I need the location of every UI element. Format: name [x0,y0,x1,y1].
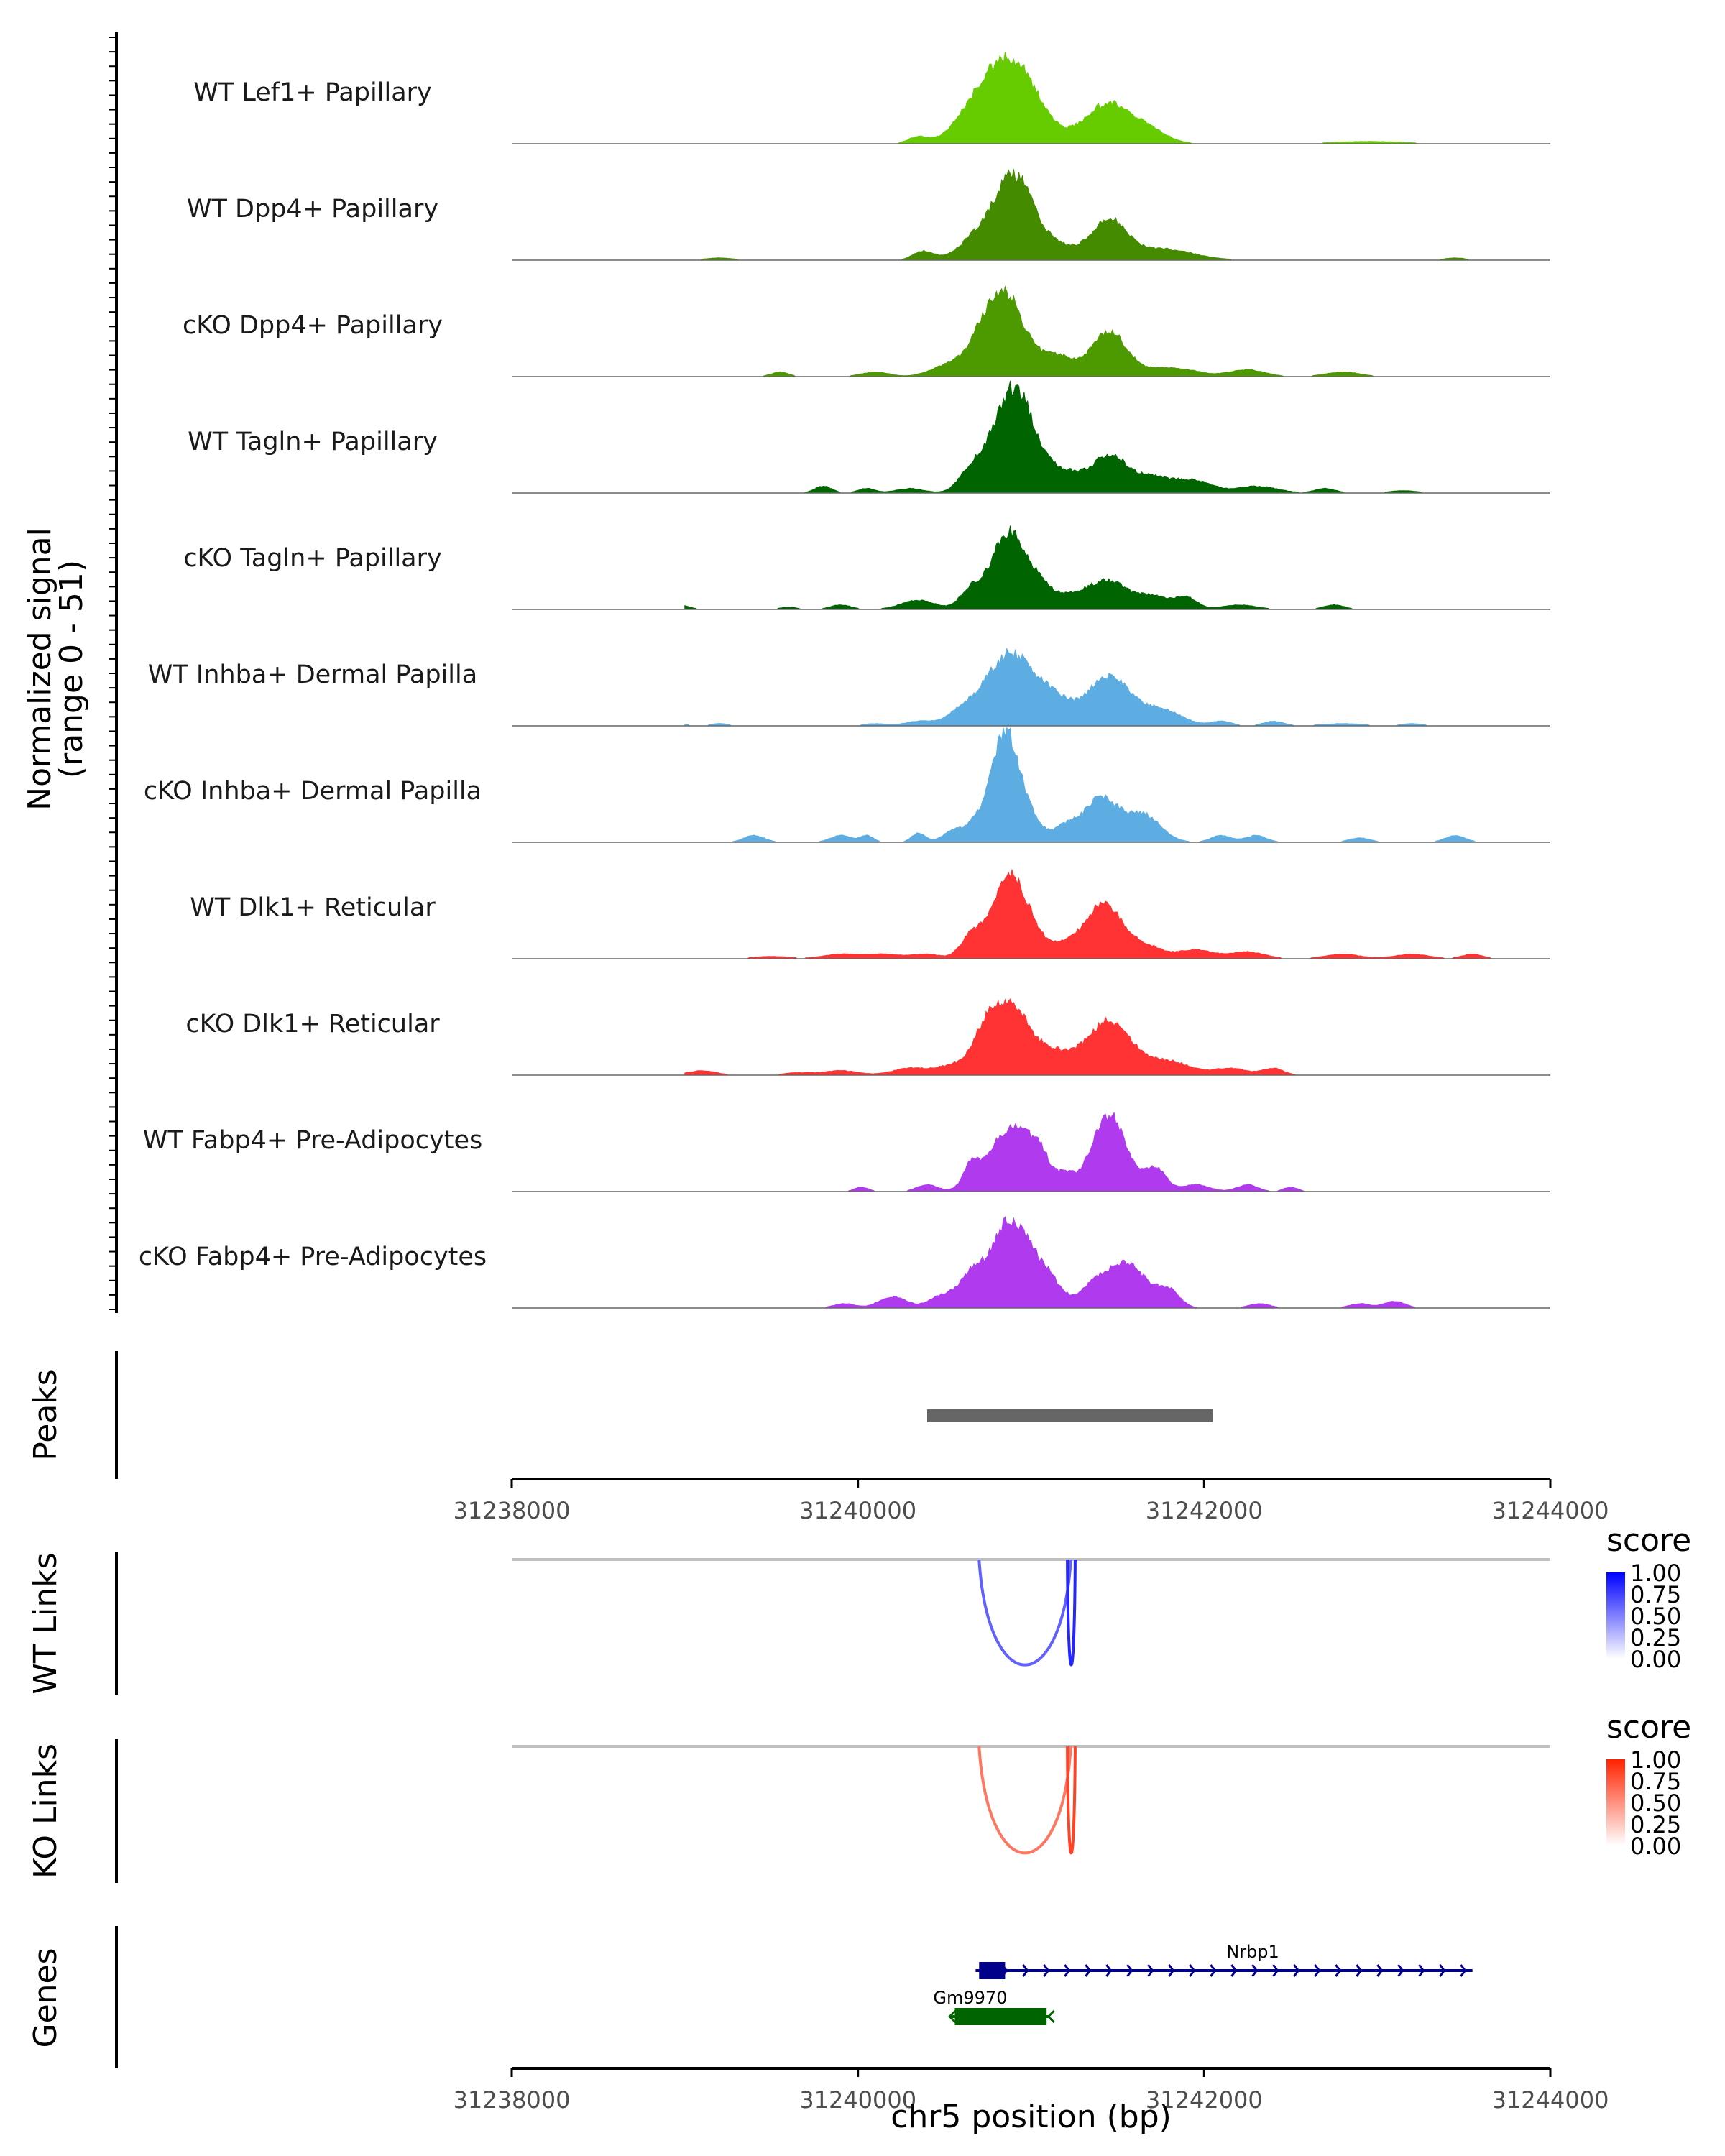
track-label-10: cKO Fabp4+ Pre-Adipocytes [139,1243,487,1271]
gene-strand-arrow-0 [1376,1964,1384,1977]
coverage-area-8 [684,998,1533,1076]
gene-strand-arrow-0 [1126,1964,1133,1977]
gene-strand-arrow-0 [1147,1964,1154,1977]
links-track-label-0: WT Links [27,1552,64,1694]
coverage-area-10 [684,1216,1533,1309]
track-label-3: WT Tagln+ Papillary [188,428,438,456]
track-label-1: WT Dpp4+ Papillary [187,195,438,224]
links-legend-colorbar-1 [1606,1759,1625,1846]
peak-region-0 [927,1409,1213,1422]
gene-strand-arrow-0 [1043,1964,1050,1977]
links-legend-tick-1: 0.00 [1630,1833,1681,1860]
links-legend-tick-1: 1.00 [1630,1746,1681,1774]
gene-strand-arrow-0 [1314,1964,1321,1977]
links-legend-tick-1: 0.75 [1630,1768,1681,1795]
coverage-area-7 [684,868,1533,959]
coverage-area-2 [684,285,1533,377]
coverage-area-6 [684,727,1533,843]
coverage-area-9 [684,1112,1533,1192]
gene-strand-arrow-0 [1001,1964,1008,1977]
gene-strand-arrow-0 [1293,1964,1300,1977]
lower-x-tick-label: 31244000 [1492,2086,1609,2114]
gene-strand-arrow-0 [1418,1964,1425,1977]
links-legend-tick-1: 0.50 [1630,1789,1681,1817]
gene-strand-arrow-0 [1439,1964,1446,1977]
lower-x-tick-label: 31238000 [454,2086,571,2114]
coverage-area-4 [684,525,1533,610]
coverage-area-0 [684,52,1533,144]
coverage-y-axis-title-line2: (range 0 - 51) [53,560,90,778]
track-label-0: WT Lef1+ Papillary [193,78,432,107]
links-legend-title-1: score [1606,1709,1691,1746]
coverage-y-axis-title: Normalized signal(range 0 - 51) [22,528,90,811]
upper-x-tick-label: 31242000 [1146,1497,1263,1524]
gene-strand-arrow-0 [1335,1964,1342,1977]
x-axis-title: chr5 position (bp) [891,2099,1172,2135]
gene-strand-arrow-0 [1168,1964,1175,1977]
track-label-6: cKO Inhba+ Dermal Papilla [144,777,482,806]
upper-x-tick-label: 31244000 [1492,1497,1609,1524]
peaks-track-label: Peaks [27,1369,64,1460]
links-legend-tick-0: 0.50 [1630,1603,1681,1630]
gene-strand-arrow-0 [1397,1964,1404,1977]
gene-strand-arrow-1 [948,2009,957,2024]
gene-strand-arrow-0 [1272,1964,1279,1977]
upper-x-tick-label: 31238000 [454,1497,571,1524]
gene-strand-arrow-0 [1460,1964,1467,1977]
link-arc-0-0 [978,1559,1072,1667]
gene-name-0: Nrbp1 [1226,1942,1279,1962]
gene-strand-arrow-0 [1251,1964,1259,1977]
link-arc-1-0 [978,1746,1072,1855]
links-legend-title-0: score [1606,1522,1691,1559]
gene-strand-arrow-0 [1210,1964,1217,1977]
gene-strand-arrow-0 [1189,1964,1196,1977]
track-label-8: cKO Dlk1+ Reticular [185,1010,440,1038]
gene-strand-arrow-0 [980,1964,988,1977]
gene-strand-arrow-0 [1230,1964,1238,1977]
gene-strand-arrow-0 [1105,1964,1113,1977]
coverage-y-axis-title-line1: Normalized signal [22,528,58,811]
track-label-5: WT Inhba+ Dermal Papilla [148,660,477,689]
gene-strand-arrow-1 [1046,2009,1055,2024]
links-legend-tick-0: 0.25 [1630,1624,1681,1651]
coverage-area-3 [684,380,1533,494]
upper-x-tick-label: 31240000 [799,1497,916,1524]
track-label-4: cKO Tagln+ Papillary [183,544,442,573]
genes-track-label: Genes [27,1948,64,2047]
coverage-area-5 [684,648,1533,727]
gene-name-1: Gm9970 [933,1988,1007,2008]
gene-exon-0 [979,1962,1006,1979]
gene-strand-arrow-0 [1022,1964,1029,1977]
links-legend-tick-0: 1.00 [1630,1560,1681,1587]
links-legend-colorbar-0 [1606,1572,1625,1659]
track-label-2: cKO Dpp4+ Papillary [183,311,443,340]
gene-strand-arrow-0 [1064,1964,1071,1977]
links-legend-tick-0: 0.75 [1630,1581,1681,1608]
links-legend-tick-0: 0.00 [1630,1646,1681,1673]
track-label-7: WT Dlk1+ Reticular [190,893,436,922]
lower-x-tick-label: 31240000 [799,2086,916,2114]
lower-x-tick-label: 31242000 [1146,2086,1263,2114]
link-arc-1-1 [1066,1746,1077,1855]
links-legend-tick-1: 0.25 [1630,1811,1681,1838]
gene-exon-1 [954,2008,1047,2025]
gene-strand-arrow-0 [1356,1964,1363,1977]
gene-strand-arrow-0 [1085,1964,1092,1977]
link-arc-0-1 [1066,1559,1077,1667]
links-track-label-1: KO Links [27,1743,64,1879]
coverage-area-1 [684,169,1533,261]
track-label-9: WT Fabp4+ Pre-Adipocytes [143,1126,482,1155]
